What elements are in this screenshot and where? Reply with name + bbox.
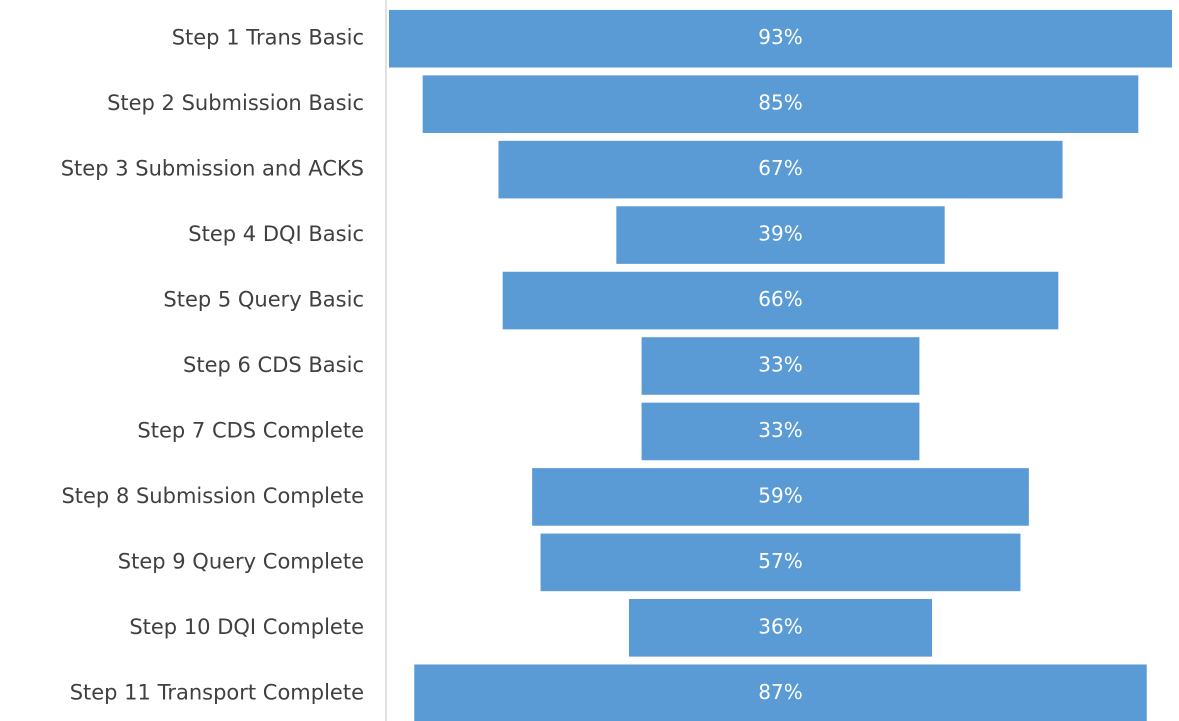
data-label: 87% xyxy=(758,680,802,704)
category-label: Step 9 Query Complete xyxy=(118,549,364,573)
bar xyxy=(389,9,1172,68)
data-label: 67% xyxy=(758,156,802,180)
bar xyxy=(414,664,1147,721)
category-label: Step 4 DQI Basic xyxy=(188,222,364,246)
data-label: 39% xyxy=(758,222,802,246)
category-label: Step 2 Submission Basic xyxy=(107,91,364,115)
category-label: Step 6 CDS Basic xyxy=(183,353,364,377)
data-label: 57% xyxy=(758,549,802,573)
bar xyxy=(498,140,1063,199)
data-label: 66% xyxy=(758,287,802,311)
bar xyxy=(616,206,945,264)
category-label: Step 5 Query Basic xyxy=(163,288,364,312)
bar xyxy=(502,271,1059,330)
bar xyxy=(532,468,1029,526)
data-label: 33% xyxy=(758,353,802,377)
data-label: 85% xyxy=(758,91,802,115)
bar xyxy=(641,402,920,461)
bar xyxy=(540,533,1021,592)
bar xyxy=(422,75,1139,133)
category-label: Step 1 Trans Basic xyxy=(172,26,364,50)
data-label: 36% xyxy=(758,614,802,638)
category-label: Step 10 DQI Complete xyxy=(129,615,364,639)
data-label: 59% xyxy=(758,483,802,507)
category-label: Step 11 Transport Complete xyxy=(70,680,364,704)
bar xyxy=(641,337,920,395)
bar xyxy=(628,599,933,657)
data-label: 93% xyxy=(758,25,802,49)
data-label: 33% xyxy=(758,418,802,442)
category-label: Step 3 Submission and ACKS xyxy=(61,157,364,181)
category-label: Step 7 CDS Complete xyxy=(137,418,364,442)
category-label: Step 8 Submission Complete xyxy=(61,484,364,508)
